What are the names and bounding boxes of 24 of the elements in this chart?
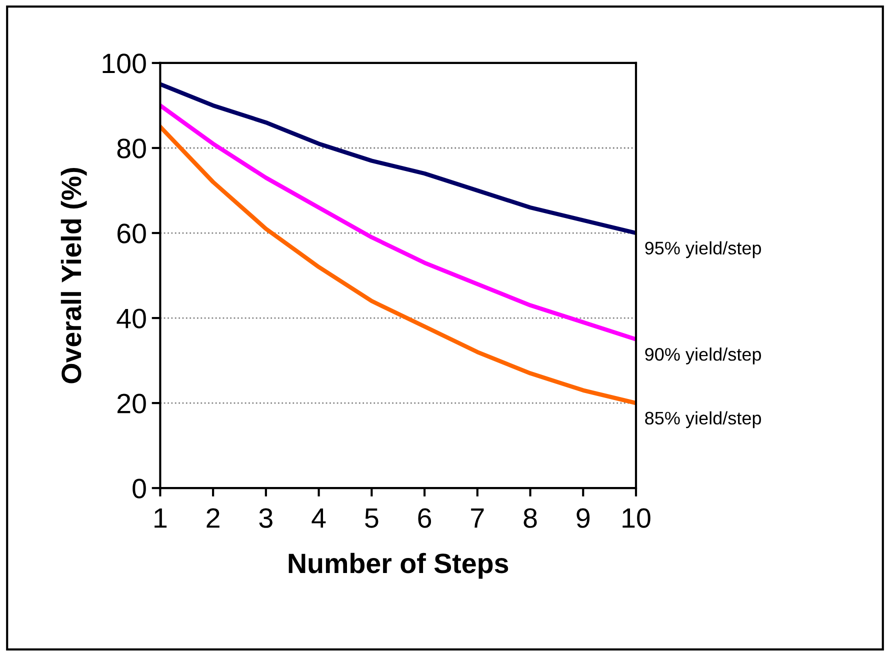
line-series <box>160 82 636 236</box>
line-series <box>160 124 636 406</box>
line-series <box>160 103 636 342</box>
x-tick-label: 4 <box>312 508 326 528</box>
y-tick-label: 20 <box>118 394 146 414</box>
y-axis-title: Overall Yield (%) <box>60 168 87 384</box>
y-tick-label: 100 <box>102 54 146 74</box>
x-tick-label: 3 <box>259 508 272 528</box>
series-label: 85% yield/step <box>645 411 761 428</box>
y-tick-label: 60 <box>118 224 146 244</box>
x-tick-label: 5 <box>365 508 378 528</box>
x-tick-label: 10 <box>622 508 650 528</box>
y-tick-label: 80 <box>117 138 146 158</box>
x-axis-title: Number of Steps <box>288 552 508 579</box>
x-tick-label: 7 <box>471 508 484 528</box>
y-tick-label: 0 <box>132 478 146 498</box>
series-label: 95% yield/step <box>645 241 761 258</box>
x-tick-label: 8 <box>524 508 537 528</box>
x-tick-label: 9 <box>576 508 590 528</box>
series-label: 90% yield/step <box>645 348 761 364</box>
x-tick-label: 2 <box>206 508 220 528</box>
x-tick-label: 1 <box>154 508 167 528</box>
x-tick-label: 6 <box>418 508 432 528</box>
y-tick-label: 40 <box>116 308 146 328</box>
